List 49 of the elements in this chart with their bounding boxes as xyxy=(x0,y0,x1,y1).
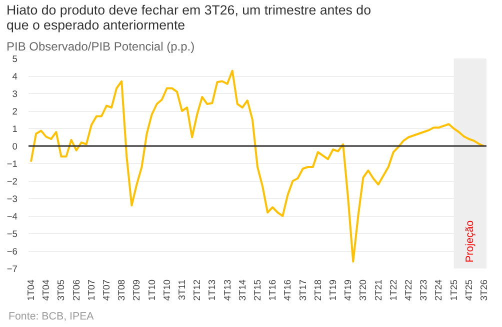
x-tick-label: 3T08 xyxy=(116,279,127,301)
x-tick-label: 4T13 xyxy=(222,279,232,301)
x-tick-label: 2T24 xyxy=(434,279,444,301)
x-tick-label: 3T14 xyxy=(237,279,248,301)
y-tick-label: 1 xyxy=(12,124,18,134)
x-tick-label: 2T15 xyxy=(252,279,262,301)
x-tick-label: 2T12 xyxy=(192,279,202,301)
x-tick-label: 1T16 xyxy=(268,279,278,301)
x-tick-label: 1T25 xyxy=(448,279,459,301)
chart-subtitle: PIB Observado/PIB Potencial (p.p.) xyxy=(6,40,195,54)
y-tick-label: −3 xyxy=(6,194,18,204)
y-tick-label: −2 xyxy=(6,176,18,186)
x-tick-label: 4T10 xyxy=(162,279,172,301)
x-tick-label: 3T17 xyxy=(298,279,308,301)
y-tick-label: 4 xyxy=(12,72,18,82)
chart-title: Hiato do produto deve fechar em 3T26, um trimestre antes do que o esperado anteriormente xyxy=(6,2,371,32)
band-label: Projeção xyxy=(464,220,476,262)
x-tick-label: 3T11 xyxy=(177,279,188,300)
x-tick-label: 1T04 xyxy=(26,279,36,301)
x-tick-label: 4T22 xyxy=(403,279,414,301)
x-tick-label: 3T23 xyxy=(418,279,429,301)
x-tick-label: 2T06 xyxy=(71,279,82,301)
x-tick-label: 4T07 xyxy=(102,279,112,301)
x-tick-label: 4T16 xyxy=(282,279,293,301)
x-tick-label: 4T04 xyxy=(41,279,52,301)
x-tick-label: 1T13 xyxy=(207,279,218,301)
y-tick-label: −4 xyxy=(6,212,18,222)
y-tick-label: 5 xyxy=(12,54,18,64)
source-note: Fonte: BCB, IPEA xyxy=(8,310,95,322)
y-tick-label: −5 xyxy=(6,229,18,239)
x-tick-label: 1T22 xyxy=(388,279,398,301)
y-tick-label: 0 xyxy=(12,142,18,152)
y-tick-label: −1 xyxy=(6,159,18,169)
x-tick-label: 2T09 xyxy=(132,279,142,301)
x-tick-label: 1T19 xyxy=(328,279,338,301)
x-tick-label: 1T10 xyxy=(146,279,157,301)
x-tick-label: 1T07 xyxy=(86,279,96,301)
line-series xyxy=(30,70,485,262)
x-tick-label: 3T26 xyxy=(478,279,489,301)
x-tick-label: 2T21 xyxy=(373,279,384,301)
y-tick-label: −7 xyxy=(6,264,18,274)
y-tick-label: −6 xyxy=(6,246,18,256)
x-tick-label: 2T18 xyxy=(312,279,323,301)
x-tick-label: 3T20 xyxy=(358,279,368,301)
y-tick-label: 2 xyxy=(12,106,18,116)
y-tick-label: 3 xyxy=(12,89,18,99)
x-tick-label: 4T19 xyxy=(343,279,354,301)
x-tick-label: 4T25 xyxy=(464,279,474,301)
x-tick-label: 3T05 xyxy=(56,279,66,301)
